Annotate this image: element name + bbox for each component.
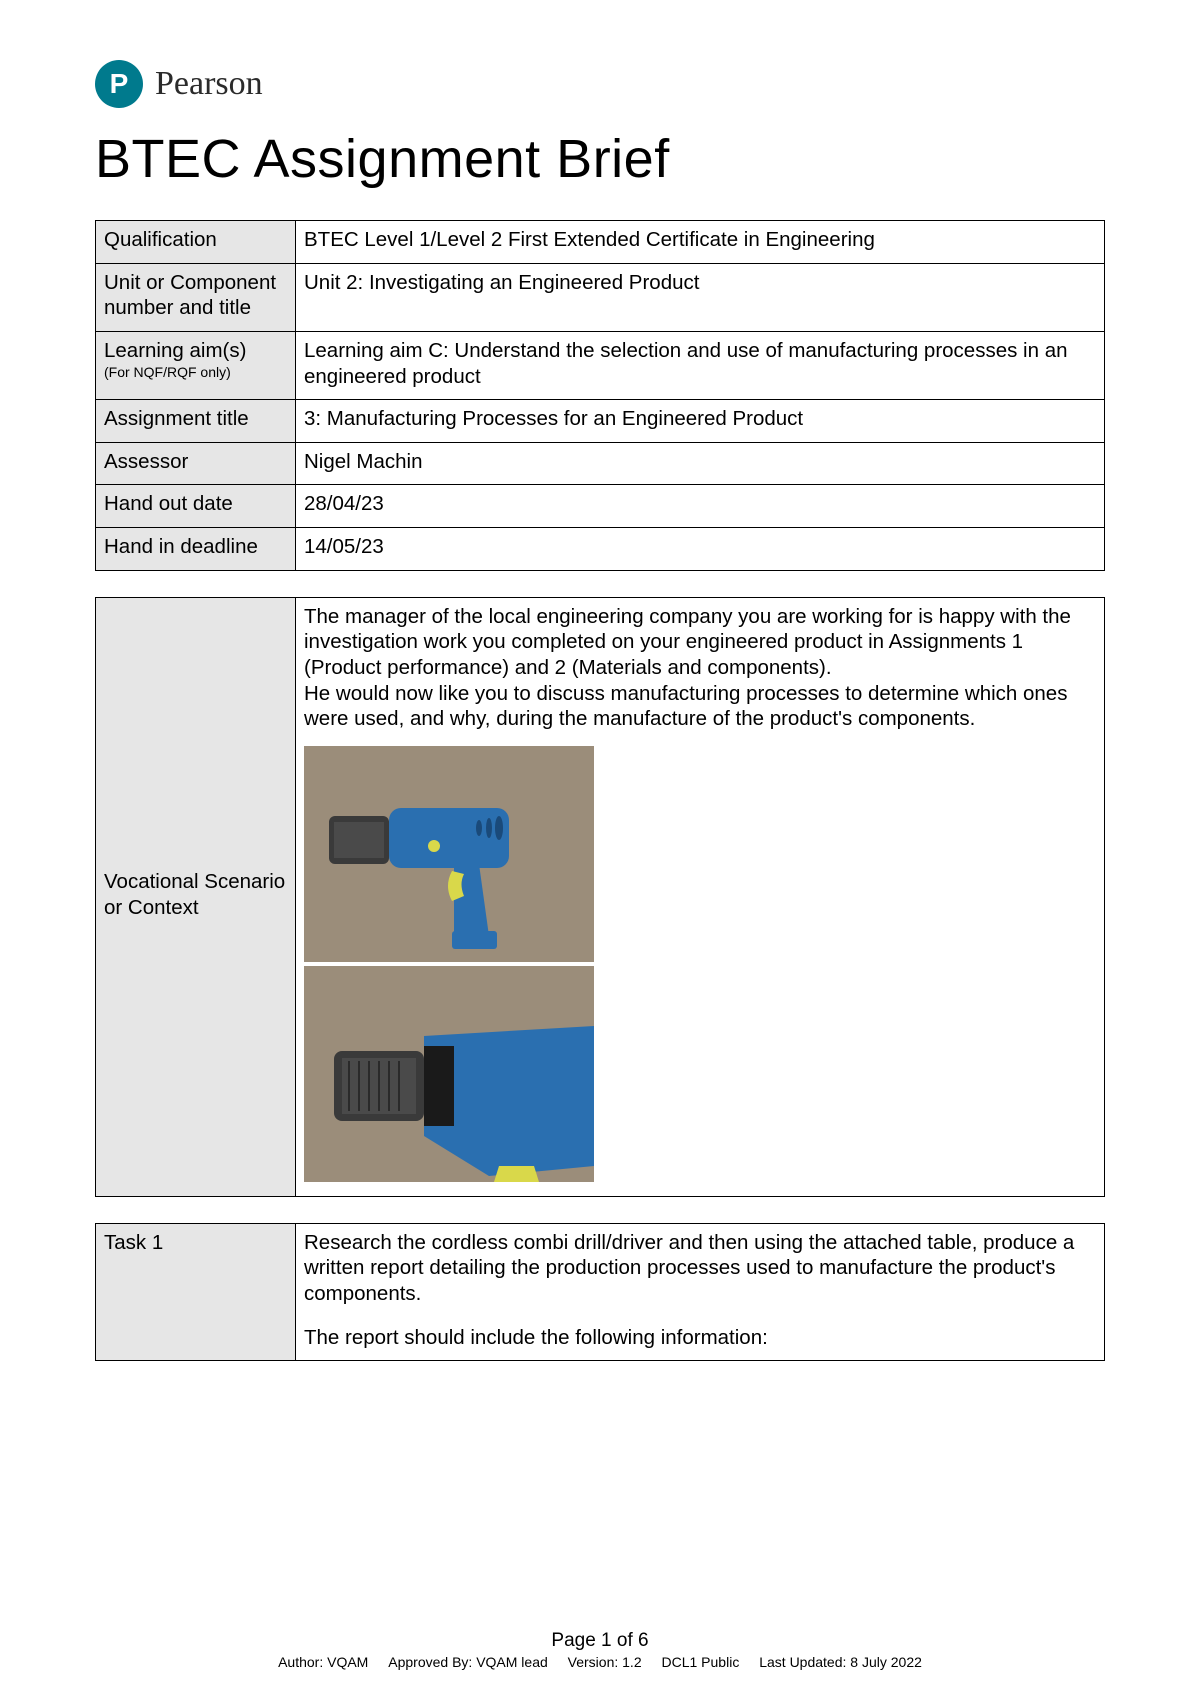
footer-metadata: Author: VQAM Approved By: VQAM lead Vers… [0,1654,1200,1670]
label-assessor: Assessor [96,442,296,485]
drill-image-2 [304,966,594,1182]
logo-letter: P [110,68,129,100]
brand-name: Pearson [155,65,263,103]
scenario-table: Vocational Scenario or Context The manag… [95,597,1105,1197]
footer-updated: Last Updated: 8 July 2022 [759,1654,922,1670]
label-assignment-title: Assignment title [96,400,296,443]
value-learning-aim: Learning aim C: Understand the selection… [296,331,1105,399]
table-row: Assignment title 3: Manufacturing Proces… [96,400,1105,443]
footer-author: Author: VQAM [278,1654,368,1670]
value-scenario: The manager of the local engineering com… [296,597,1105,1196]
value-handout: 28/04/23 [296,485,1105,528]
label-subtext: (For NQF/RQF only) [104,364,287,382]
label-handout: Hand out date [96,485,296,528]
task-p1: Research the cordless combi drill/driver… [304,1230,1096,1307]
label-handin: Hand in deadline [96,528,296,571]
value-qualification: BTEC Level 1/Level 2 First Extended Cert… [296,221,1105,264]
footer-version: Version: 1.2 [568,1654,642,1670]
page-footer: Page 1 of 6 Author: VQAM Approved By: VQ… [0,1630,1200,1670]
pearson-logo-icon: P [95,60,143,108]
footer-classification: DCL1 Public [662,1654,740,1670]
table-row: Learning aim(s) (For NQF/RQF only) Learn… [96,331,1105,399]
value-task1: Research the cordless combi drill/driver… [296,1223,1105,1361]
table-row: Task 1 Research the cordless combi drill… [96,1223,1105,1361]
label-task1: Task 1 [96,1223,296,1361]
brief-details-table: Qualification BTEC Level 1/Level 2 First… [95,220,1105,571]
drill-icon [304,746,594,962]
task-table: Task 1 Research the cordless combi drill… [95,1223,1105,1362]
table-row: Hand out date 28/04/23 [96,485,1105,528]
page-title: BTEC Assignment Brief [95,128,1105,190]
value-assessor: Nigel Machin [296,442,1105,485]
task-p2: The report should include the following … [304,1325,1096,1351]
page-number: Page 1 of 6 [0,1630,1200,1652]
value-unit: Unit 2: Investigating an Engineered Prod… [296,263,1105,331]
table-row: Vocational Scenario or Context The manag… [96,597,1105,1196]
scenario-p2: He would now like you to discuss manufac… [304,682,1067,731]
scenario-p1: The manager of the local engineering com… [304,605,1071,679]
drill-image-1 [304,746,594,962]
label-qualification: Qualification [96,221,296,264]
scenario-paragraph: The manager of the local engineering com… [304,604,1096,732]
logo-row: P Pearson [95,60,1105,108]
footer-approved: Approved By: VQAM lead [388,1654,548,1670]
label-learning-aim: Learning aim(s) (For NQF/RQF only) [96,331,296,399]
value-assignment-title: 3: Manufacturing Processes for an Engine… [296,400,1105,443]
value-handin: 14/05/23 [296,528,1105,571]
table-row: Hand in deadline 14/05/23 [96,528,1105,571]
table-row: Qualification BTEC Level 1/Level 2 First… [96,221,1105,264]
table-row: Assessor Nigel Machin [96,442,1105,485]
table-row: Unit or Component number and title Unit … [96,263,1105,331]
label-unit: Unit or Component number and title [96,263,296,331]
label-text: Learning aim(s) [104,339,246,362]
drill-closeup-icon [304,966,594,1182]
label-scenario: Vocational Scenario or Context [96,597,296,1196]
